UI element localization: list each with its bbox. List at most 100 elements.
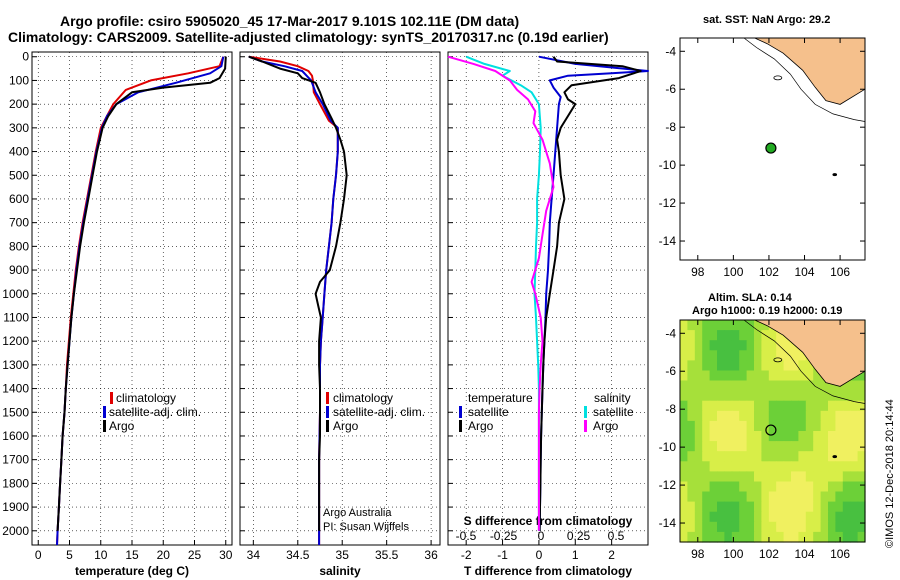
sla-cell: [768, 521, 777, 533]
sla-cell: [768, 400, 777, 412]
sla-cell: [694, 501, 703, 513]
sla-cell: [680, 330, 688, 341]
legend-swatch-argo: [103, 420, 106, 432]
sla-cell: [694, 320, 703, 331]
sla-cell: [805, 380, 814, 392]
sla-cell: [694, 431, 703, 442]
sla-cell: [805, 431, 814, 442]
y-tick-label: 2000: [2, 524, 29, 538]
map-y-tick-label: -4: [665, 44, 676, 58]
sla-cell: [791, 461, 799, 472]
sla-cell: [680, 441, 688, 452]
sla-cell: [805, 400, 814, 412]
sla-cell: [754, 521, 762, 533]
sla-cell: [776, 521, 785, 533]
sla-cell: [768, 330, 777, 341]
sla-cell: [702, 340, 711, 351]
sla-cell: [746, 360, 755, 372]
sla-cell: [709, 471, 718, 483]
map-x-tick-label: 104: [795, 265, 815, 279]
sla-cell: [702, 400, 711, 412]
sla-cell: [805, 501, 814, 513]
secondary-x-axis-label: S difference from climatology: [464, 514, 633, 528]
map-x-tick-label: 106: [830, 547, 850, 561]
sla-cell: [798, 380, 807, 392]
sla-cell: [791, 511, 799, 523]
sla-cell: [850, 400, 859, 412]
sla-cell: [850, 380, 859, 392]
sla-cell: [791, 390, 799, 402]
sla-cell: [835, 471, 844, 483]
sla-cell: [783, 370, 792, 382]
sla-cell: [783, 471, 792, 483]
sla-cell: [842, 521, 851, 533]
sla-cell: [805, 521, 814, 533]
sla-cell: [761, 461, 770, 472]
map-x-tick-label: 104: [795, 547, 815, 561]
sla-cell: [828, 501, 836, 513]
sla-cell: [717, 471, 725, 483]
sla-cell: [850, 481, 859, 493]
sla-cell: [783, 420, 792, 432]
sla-cell: [709, 461, 718, 472]
sla-cell: [850, 420, 859, 432]
sla-cell: [798, 370, 807, 382]
sla-cell: [694, 350, 703, 361]
sla-cell: [776, 451, 785, 462]
sla-cell: [761, 340, 770, 351]
sla-cell: [724, 441, 733, 452]
sla-cell: [850, 390, 859, 402]
sla-cell: [842, 431, 851, 442]
sla-cell: [813, 481, 822, 493]
sla-cell: [783, 441, 792, 452]
sla-cell: [857, 400, 866, 412]
sla-cell: [754, 380, 762, 392]
sla-cell: [805, 491, 814, 503]
sla-cell: [813, 390, 822, 402]
sla-cell: [805, 441, 814, 452]
sla-cell: [680, 370, 688, 382]
x-tick-label: 0: [536, 548, 543, 562]
sla-cell: [783, 431, 792, 442]
sla-cell: [798, 441, 807, 452]
sla-cell: [761, 471, 770, 483]
sla-cell: [791, 491, 799, 503]
temperature-legend: climatology satellite-adj. clim. Argo: [103, 391, 201, 433]
map-y-tick-label: -14: [659, 234, 677, 248]
x-tick-label: 20: [157, 548, 171, 562]
sla-cell: [731, 380, 740, 392]
sla-cell: [761, 400, 770, 412]
sla-cell: [724, 521, 733, 533]
sla-cell: [739, 370, 748, 382]
island-enggano: [773, 75, 783, 81]
sla-cell: [783, 531, 792, 543]
sla-cell: [813, 451, 822, 462]
sla-cell: [768, 431, 777, 442]
sla-cell: [842, 461, 851, 472]
sla-cell: [717, 451, 725, 462]
sla-cell: [798, 491, 807, 503]
sla-cell: [680, 461, 688, 472]
sla-cell: [776, 380, 785, 392]
sla-cell: [702, 370, 711, 382]
sla-cell: [768, 420, 777, 432]
sla-cell: [739, 360, 748, 372]
sla-cell: [768, 390, 777, 402]
sla-cell: [746, 531, 755, 543]
map-y-tick-label: -8: [665, 402, 676, 416]
sla-cell: [813, 370, 822, 382]
sla-map-title-line2: Argo h1000: 0.19 h2000: 0.19: [692, 305, 842, 317]
y-tick-label: 1900: [2, 500, 29, 514]
y-tick-label: 100: [9, 73, 29, 87]
y-tick-label: 1200: [2, 334, 29, 348]
sla-cell: [694, 451, 703, 462]
sla-cell: [717, 410, 725, 422]
sla-cell: [702, 420, 711, 432]
sla-cell: [791, 380, 799, 392]
sla-cell: [702, 350, 711, 361]
sla-cell: [724, 461, 733, 472]
y-tick-label: 0: [22, 50, 29, 64]
sla-cell: [805, 370, 814, 382]
sla-cell: [768, 380, 777, 392]
sla-cell: [746, 491, 755, 503]
